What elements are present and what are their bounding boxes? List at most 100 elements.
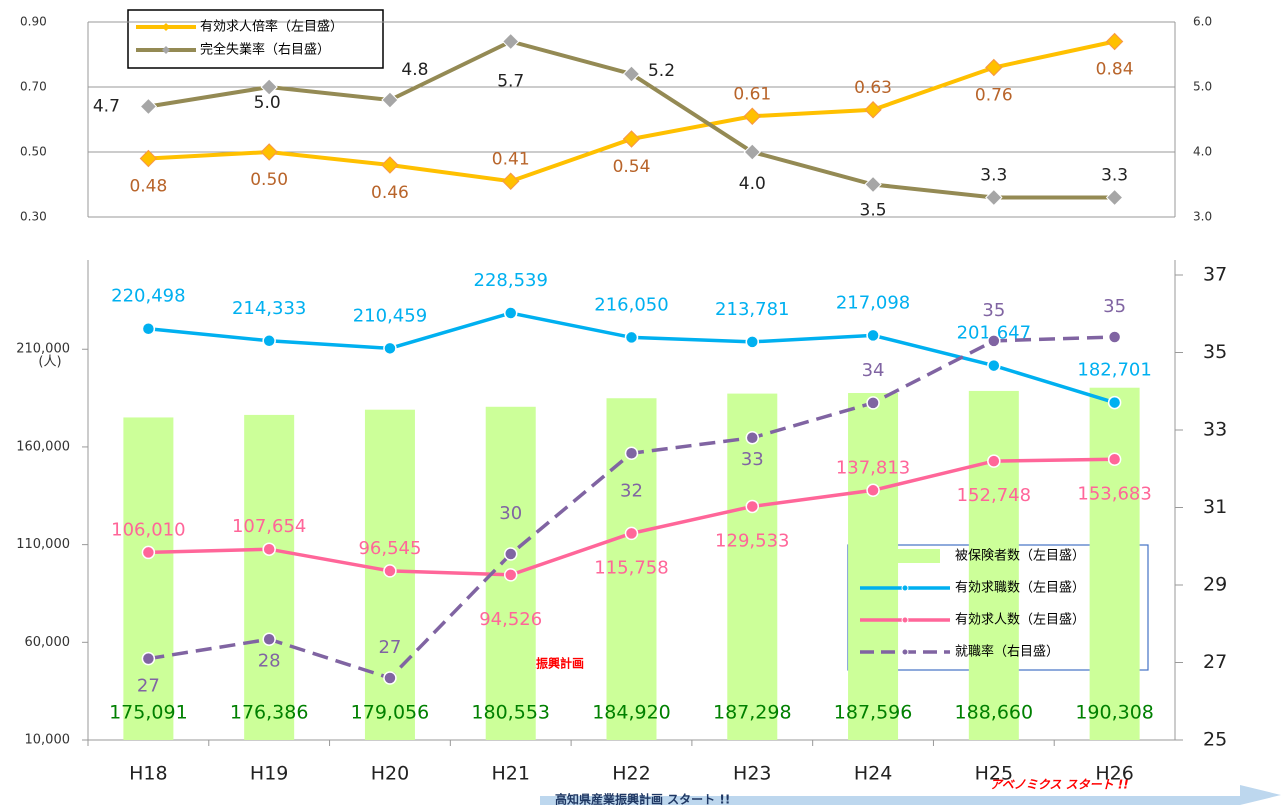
y-tick-label: 0.70	[20, 80, 47, 94]
legend-label: 有効求人数（左目盛）	[955, 613, 1085, 628]
x-tick-label: H19	[250, 763, 288, 785]
data-label: 0.76	[975, 86, 1013, 106]
data-label: 0.46	[371, 183, 409, 203]
y-tick-label: 60,000	[25, 635, 71, 650]
data-label: 182,701	[1077, 360, 1151, 381]
data-label: 184,920	[592, 702, 671, 724]
data-label: 5.2	[648, 61, 675, 81]
point	[743, 143, 761, 161]
data-label: 5.7	[497, 72, 524, 92]
bar	[968, 390, 1019, 740]
y2-tick-label: 27	[1203, 651, 1227, 673]
legend-marker	[901, 616, 909, 624]
point	[381, 156, 399, 174]
point	[624, 446, 639, 460]
bar	[244, 414, 295, 740]
point	[262, 334, 276, 348]
data-label: 35	[1103, 296, 1126, 317]
point	[745, 431, 760, 445]
data-label: 179,056	[351, 702, 430, 724]
point	[503, 568, 518, 582]
data-label: 213,781	[715, 299, 789, 320]
point	[1107, 330, 1122, 344]
point	[139, 97, 158, 116]
y2-tick-label: 25	[1203, 729, 1227, 751]
y-tick-label: 0.50	[20, 145, 47, 159]
data-label: 0.63	[854, 78, 892, 98]
point	[866, 396, 880, 410]
data-label: 3.3	[980, 166, 1007, 186]
point	[987, 358, 1001, 373]
data-label: 180,553	[471, 702, 550, 724]
y2-tick-label: 6.0	[1193, 15, 1212, 29]
point	[866, 328, 880, 343]
point	[745, 335, 760, 349]
banner-arrow	[540, 785, 1281, 805]
annotation: 高知県産業振興計画 スタート !!	[555, 792, 730, 806]
x-tick-label: H18	[129, 763, 167, 785]
data-label: 137,813	[836, 457, 910, 478]
data-label: 228,539	[474, 270, 548, 291]
point	[622, 65, 641, 83]
data-label: 28	[258, 650, 281, 671]
legend-marker	[901, 584, 909, 592]
x-tick-label: H23	[733, 763, 771, 785]
legend-label: 完全失業率（右目盛）	[200, 42, 330, 58]
data-label: 0.50	[250, 170, 288, 190]
bar	[848, 393, 899, 740]
point	[141, 651, 156, 666]
point	[381, 91, 399, 109]
data-label: 5.0	[254, 93, 281, 113]
data-label: 107,654	[232, 516, 306, 537]
y2-tick-label: 3.0	[1193, 210, 1212, 224]
data-label: 0.41	[492, 149, 530, 169]
y2-tick-label: 29	[1203, 574, 1227, 596]
x-tick-label: H25	[975, 763, 1013, 785]
point	[260, 143, 278, 161]
x-tick-label: H21	[491, 763, 529, 785]
point	[622, 130, 641, 148]
data-label: 94,526	[479, 609, 542, 630]
point	[262, 632, 276, 646]
data-label: 187,298	[713, 702, 792, 724]
point	[1105, 32, 1124, 51]
data-label: 32	[620, 480, 643, 501]
data-label: 129,533	[715, 530, 789, 551]
data-label: 153,683	[1077, 483, 1151, 504]
point	[141, 321, 156, 336]
point	[502, 32, 520, 51]
point	[502, 172, 520, 190]
data-label: 188,660	[955, 702, 1034, 724]
data-label: 27	[378, 637, 401, 658]
data-label: 176,386	[230, 702, 309, 724]
point	[503, 306, 518, 320]
point	[1105, 188, 1124, 207]
point	[141, 545, 156, 560]
data-label: 152,748	[957, 485, 1031, 506]
data-label: 0.48	[129, 177, 167, 197]
data-label: 210,459	[353, 305, 427, 326]
point	[985, 58, 1003, 77]
y-tick-label: 210,000	[16, 342, 70, 357]
data-label: 220,498	[111, 286, 185, 307]
y2-tick-label: 31	[1203, 496, 1227, 518]
data-label: 0.84	[1096, 60, 1134, 80]
point	[503, 547, 518, 561]
data-label: 201,647	[957, 323, 1031, 344]
x-tick-label: H26	[1095, 763, 1133, 785]
data-label: 3.5	[860, 201, 887, 221]
data-label: 115,758	[594, 557, 668, 578]
data-label: 30	[499, 503, 522, 524]
point	[745, 499, 760, 514]
point	[262, 542, 276, 556]
legend-label: 就職率（右目盛）	[955, 644, 1059, 660]
legend-marker	[162, 23, 170, 31]
x-tick-label: H24	[854, 763, 892, 785]
x-tick-label: H22	[612, 763, 650, 785]
point	[987, 454, 1001, 468]
y2-tick-label: 37	[1203, 264, 1227, 286]
data-label: 4.8	[401, 60, 428, 80]
bar	[1089, 387, 1140, 740]
data-label: 96,545	[358, 538, 421, 559]
y2-tick-label: 35	[1203, 341, 1227, 363]
